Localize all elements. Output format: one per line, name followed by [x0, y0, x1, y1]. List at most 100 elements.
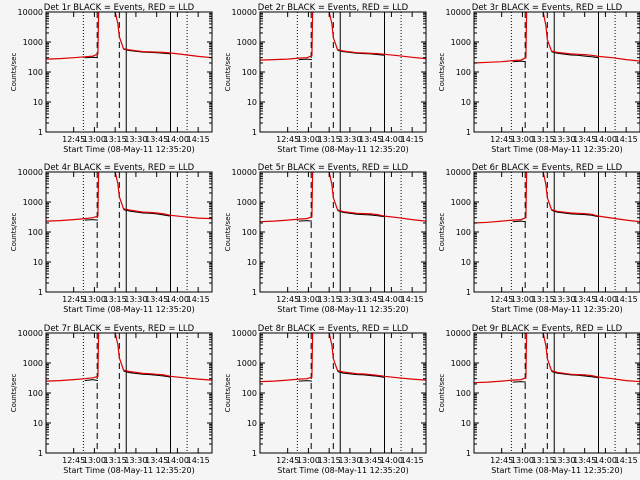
panel-title: Det 9r BLACK = Events, RED = LLD [472, 324, 623, 334]
x-tick-label: 14:00 [166, 295, 189, 304]
x-tick-label: 13:45 [145, 456, 168, 465]
x-tick-label: 12:45 [62, 295, 85, 304]
detector-name: Det 7r [44, 324, 71, 334]
x-tick-label: 14:00 [380, 456, 403, 465]
y-tick-label: 10000 [18, 8, 43, 17]
y-axis-label: Counts/sec [10, 213, 18, 252]
x-tick-label: 12:45 [276, 295, 299, 304]
panel-6: 1 10 100 1000 10000 12:4513:0013:1513:3013:45… [438, 163, 640, 314]
y-tick-label: 10000 [232, 168, 257, 177]
y-tick-label: 1000 [237, 359, 257, 368]
x-tick-label: 14:15 [401, 456, 424, 465]
x-tick-label: 12:45 [62, 456, 85, 465]
y-tick-label: 1 [252, 288, 257, 297]
events-series-line [298, 371, 385, 382]
y-tick-label: 1 [38, 128, 43, 137]
detector-name: Det 6r [472, 163, 499, 173]
detector-name: Det 2r [258, 3, 285, 13]
y-axis-label: Counts/sec [10, 53, 18, 92]
panel-7: 1 10 100 1000 10000 12:4513:0013:1513:3013:45… [10, 324, 213, 475]
x-tick-label: 14:00 [594, 295, 617, 304]
y-tick-label: 10000 [446, 168, 471, 177]
y-tick-label: 1000 [23, 359, 43, 368]
panel-2: 1 10 100 1000 10000 12:4513:0013:1513:3013:45… [224, 3, 427, 154]
y-tick-label: 1 [466, 449, 471, 458]
y-tick-label: 1000 [451, 38, 471, 47]
y-tick-label: 10000 [18, 168, 43, 177]
events-series-line [298, 210, 385, 222]
events-series-line [84, 370, 171, 382]
x-tick-label: 14:15 [187, 295, 210, 304]
x-tick-label: 14:00 [594, 456, 617, 465]
panel-1: 1 10 100 1000 10000 12:4513:0013:1513:3013:45… [10, 3, 213, 154]
x-tick-label: 13:15 [318, 456, 341, 465]
y-tick-label: 100 [456, 228, 471, 237]
title-legend-text: BLACK = Events, RED = LLD [71, 324, 195, 334]
y-tick-label: 100 [28, 68, 43, 77]
events-series-line [84, 209, 171, 221]
detector-name: Det 5r [258, 163, 285, 173]
y-axis-label: Counts/sec [224, 374, 232, 413]
x-axis-label: Start Time (08-May-11 12:35:20) [491, 145, 622, 154]
x-tick-label: 14:00 [594, 135, 617, 144]
y-axis-label: Counts/sec [10, 374, 18, 413]
x-tick-label: 14:15 [401, 135, 424, 144]
panel-8: 1 10 100 1000 10000 12:4513:0013:1513:3013:45… [224, 324, 427, 475]
y-tick-label: 10 [247, 258, 257, 267]
panel-title: Det 6r BLACK = Events, RED = LLD [472, 163, 623, 173]
panel-title: Det 5r BLACK = Events, RED = LLD [258, 163, 409, 173]
x-tick-label: 13:30 [124, 295, 147, 304]
x-tick-label: 12:45 [490, 135, 513, 144]
x-tick-label: 13:45 [145, 135, 168, 144]
x-tick-label: 13:15 [104, 456, 127, 465]
x-tick-label: 14:15 [401, 295, 424, 304]
x-tick-label: 13:00 [511, 456, 534, 465]
detector-name: Det 9r [472, 324, 499, 334]
panel-title: Det 7r BLACK = Events, RED = LLD [44, 324, 195, 334]
y-tick-label: 1000 [237, 38, 257, 47]
y-axis-label: Counts/sec [224, 53, 232, 92]
x-tick-label: 13:30 [338, 456, 361, 465]
x-tick-label: 13:30 [124, 135, 147, 144]
x-tick-label: 13:30 [552, 135, 575, 144]
y-tick-label: 1 [38, 449, 43, 458]
y-tick-label: 10 [33, 98, 43, 107]
y-tick-label: 10 [461, 258, 471, 267]
x-axis-label: Start Time (08-May-11 12:35:20) [277, 145, 408, 154]
y-axis-label: Counts/sec [224, 213, 232, 252]
events-series-line [512, 209, 599, 223]
x-tick-label: 13:15 [104, 135, 127, 144]
panel-9: 1 10 100 1000 10000 12:4513:0013:1513:3013:45… [438, 324, 640, 475]
detector-name: Det 1r [44, 3, 71, 13]
x-tick-label: 12:45 [490, 456, 513, 465]
y-tick-label: 1 [38, 288, 43, 297]
x-tick-label: 13:00 [297, 135, 320, 144]
y-tick-label: 10 [247, 419, 257, 428]
y-axis-label: Counts/sec [438, 374, 446, 413]
panel-title: Det 1r BLACK = Events, RED = LLD [44, 3, 195, 13]
x-tick-label: 12:45 [276, 135, 299, 144]
events-series-line [512, 371, 599, 383]
lld-series-line [260, 333, 426, 383]
title-legend-text: BLACK = Events, RED = LLD [71, 3, 195, 13]
x-tick-label: 13:30 [124, 456, 147, 465]
y-tick-label: 1 [252, 128, 257, 137]
y-tick-label: 10 [33, 419, 43, 428]
y-tick-label: 100 [242, 389, 257, 398]
y-tick-label: 1000 [451, 198, 471, 207]
x-tick-label: 13:30 [552, 295, 575, 304]
x-axis-label: Start Time (08-May-11 12:35:20) [63, 145, 194, 154]
panel-3: 1 10 100 1000 10000 12:4513:0013:1513:3013:45… [438, 3, 640, 154]
x-axis-label: Start Time (08-May-11 12:35:20) [491, 305, 622, 314]
lld-series-line [260, 12, 426, 61]
y-tick-label: 1 [466, 288, 471, 297]
x-tick-label: 14:15 [615, 135, 638, 144]
x-tick-label: 13:00 [83, 295, 106, 304]
panel-title: Det 4r BLACK = Events, RED = LLD [44, 163, 195, 173]
panel-title: Det 3r BLACK = Events, RED = LLD [472, 3, 623, 13]
y-axis-label: Counts/sec [438, 53, 446, 92]
y-tick-label: 1000 [451, 359, 471, 368]
lld-series-line [474, 333, 640, 384]
y-tick-label: 1000 [23, 198, 43, 207]
